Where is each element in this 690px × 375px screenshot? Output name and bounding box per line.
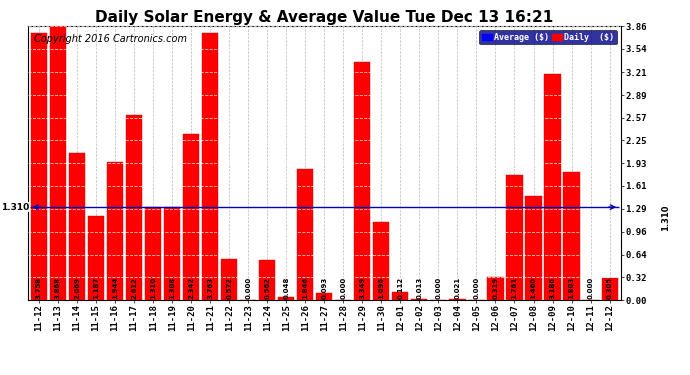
Text: 0.000: 0.000	[473, 276, 480, 298]
Bar	[50, 26, 66, 300]
Text: 0.013: 0.013	[416, 276, 422, 298]
Text: 0.021: 0.021	[455, 276, 460, 298]
Bar	[602, 278, 618, 300]
Title: Daily Solar Energy & Average Value Tue Dec 13 16:21: Daily Solar Energy & Average Value Tue D…	[95, 10, 553, 25]
Text: 0.093: 0.093	[322, 276, 327, 298]
Bar	[183, 134, 199, 300]
Bar	[411, 299, 428, 300]
Text: 0.572: 0.572	[226, 277, 233, 298]
Text: 0.305: 0.305	[607, 276, 613, 298]
Bar	[506, 175, 522, 300]
Bar	[373, 222, 389, 300]
Bar	[202, 33, 218, 300]
Text: 0.000: 0.000	[245, 276, 251, 298]
Text: 1.944: 1.944	[112, 276, 118, 298]
Text: 2.342: 2.342	[188, 276, 194, 298]
Text: 0.000: 0.000	[435, 276, 442, 298]
Bar	[126, 115, 142, 300]
Bar	[564, 172, 580, 300]
Bar	[393, 292, 408, 300]
Text: 1.310: 1.310	[661, 204, 671, 231]
Text: Copyright 2016 Cartronics.com: Copyright 2016 Cartronics.com	[34, 34, 186, 45]
Text: 3.758: 3.758	[36, 276, 42, 298]
Text: 1.460: 1.460	[531, 276, 537, 298]
Text: 3.868: 3.868	[55, 276, 61, 298]
Text: 0.112: 0.112	[397, 276, 404, 298]
Text: 1.803: 1.803	[569, 276, 575, 298]
Bar	[69, 153, 85, 300]
Bar	[31, 33, 47, 300]
Text: 0.000: 0.000	[588, 276, 593, 298]
Bar	[259, 260, 275, 300]
Bar	[354, 63, 371, 300]
Bar	[221, 260, 237, 300]
Text: 2.612: 2.612	[131, 277, 137, 298]
Bar	[297, 169, 313, 300]
Text: 1.310: 1.310	[150, 276, 156, 298]
Bar	[164, 207, 180, 300]
Text: 1.846: 1.846	[302, 276, 308, 298]
Text: 0.000: 0.000	[340, 276, 346, 298]
Text: 3.349: 3.349	[359, 276, 365, 298]
Text: 1.761: 1.761	[511, 276, 518, 298]
Bar	[316, 293, 333, 300]
Bar	[487, 278, 504, 300]
Bar	[544, 74, 560, 300]
Text: 1.308: 1.308	[169, 276, 175, 298]
Bar	[88, 216, 104, 300]
Text: 2.069: 2.069	[74, 277, 80, 298]
Bar	[525, 196, 542, 300]
Bar	[278, 297, 295, 300]
Bar	[449, 298, 466, 300]
Bar	[107, 162, 124, 300]
Text: 0.048: 0.048	[284, 276, 289, 298]
Text: 3.186: 3.186	[549, 276, 555, 298]
Text: 1.096: 1.096	[378, 276, 384, 298]
Bar	[145, 207, 161, 300]
Text: 0.319: 0.319	[493, 276, 498, 298]
Text: 3.763: 3.763	[207, 276, 213, 298]
Legend: Average ($), Daily  ($): Average ($), Daily ($)	[480, 30, 617, 44]
Text: 1.310: 1.310	[1, 202, 30, 211]
Text: 0.562: 0.562	[264, 277, 270, 298]
Text: 1.187: 1.187	[93, 276, 99, 298]
